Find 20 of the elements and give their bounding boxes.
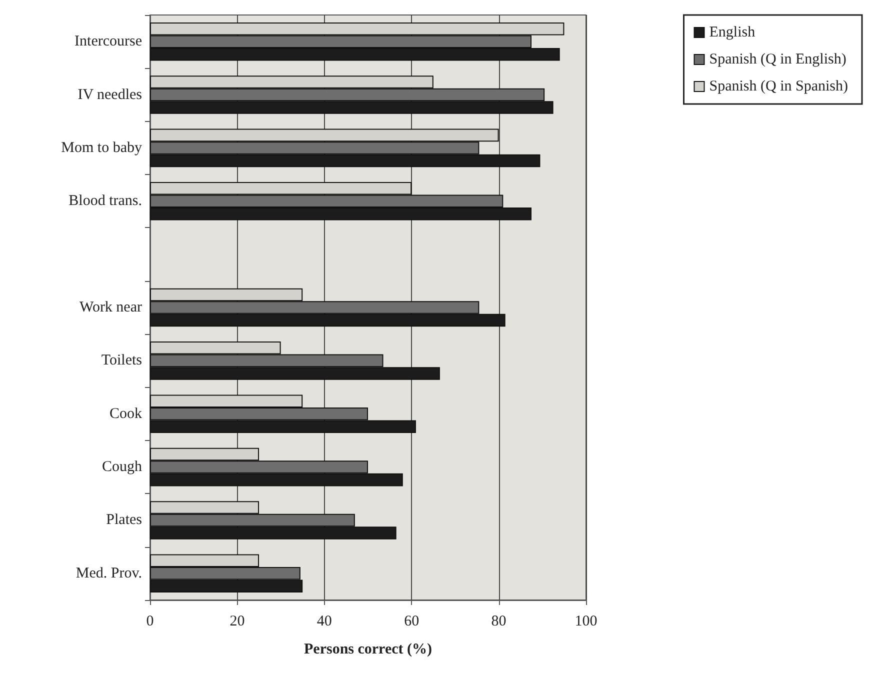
x-axis-title: Persons correct (%): [304, 642, 432, 658]
x-tick-label: 100: [574, 614, 598, 630]
y-tick-label: Mom to baby: [61, 140, 142, 156]
x-tick-label: 40: [316, 614, 332, 630]
y-tick-label: Intercourse: [74, 34, 142, 50]
x-tick-label: 20: [230, 614, 245, 630]
x-tick-label: 60: [404, 614, 420, 630]
legend-label: Spanish (Q in Spanish): [709, 78, 848, 94]
y-tick-label: Plates: [106, 512, 142, 528]
x-tick-label: 80: [491, 614, 506, 630]
y-tick-label: Med. Prov.: [76, 565, 142, 582]
y-tick-label: Work near: [79, 300, 142, 316]
y-tick-label: Toilets: [101, 352, 142, 369]
x-tick-label: 0: [146, 614, 154, 630]
y-tick-label: Cook: [109, 406, 142, 422]
y-tick-label: Blood trans.: [68, 193, 142, 210]
y-tick-label: Cough: [102, 459, 142, 476]
legend-label: English: [709, 24, 756, 40]
y-tick-label: IV needles: [78, 86, 142, 103]
legend-label: Spanish (Q in English): [709, 52, 846, 68]
